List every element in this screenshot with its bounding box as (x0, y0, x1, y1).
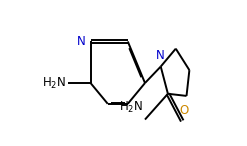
Text: O: O (179, 104, 188, 117)
Text: H$_2$N: H$_2$N (42, 75, 66, 91)
Text: N: N (77, 35, 86, 48)
Text: N: N (156, 48, 165, 62)
Text: H$_2$N: H$_2$N (119, 100, 144, 115)
